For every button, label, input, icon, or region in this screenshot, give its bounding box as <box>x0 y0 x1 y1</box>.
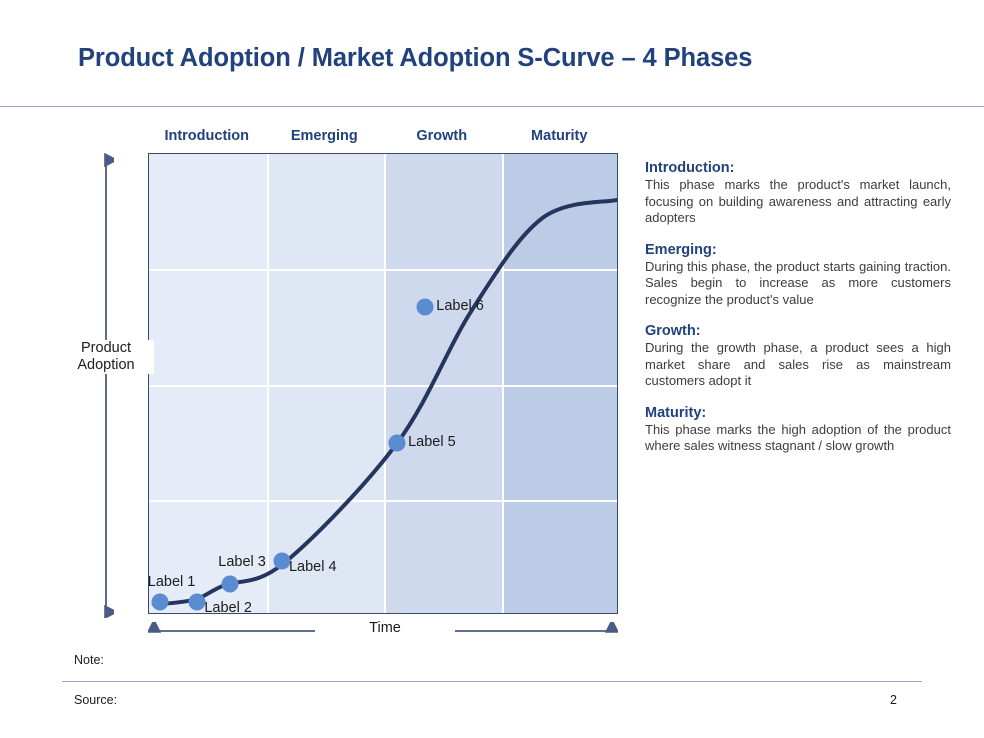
description-block: Introduction: This phase marks the produc… <box>645 160 951 227</box>
adoption-curve <box>149 154 617 613</box>
gridline-vertical <box>384 154 386 613</box>
phase-header-introduction: Introduction <box>164 128 250 144</box>
data-point-marker <box>273 552 291 570</box>
description-block: Maturity: This phase marks the high adopt… <box>645 405 951 455</box>
data-point-marker <box>416 298 434 316</box>
x-axis-label: Time <box>315 620 455 636</box>
data-point-marker <box>151 593 169 611</box>
page-number: 2 <box>890 693 897 707</box>
data-point-marker <box>188 593 206 611</box>
data-point-label: Label 6 <box>436 298 484 315</box>
data-point-label: Label 5 <box>408 434 456 451</box>
source-label: Source: <box>74 693 118 707</box>
description-body: During this phase, the product starts ga… <box>645 258 951 307</box>
phase-header-emerging: Emerging <box>290 128 358 144</box>
description-body: During the growth phase, a product sees … <box>645 340 951 388</box>
gridline-horizontal <box>149 499 617 502</box>
y-axis-label-line1: Product <box>81 340 131 356</box>
gridline-horizontal <box>149 384 617 387</box>
phase-band-emerging <box>266 154 384 613</box>
data-point-label: Label 4 <box>288 558 337 575</box>
phase-band-growth <box>384 154 502 613</box>
y-axis-label: Product Adoption <box>58 340 154 374</box>
data-point-marker <box>221 575 239 593</box>
phase-band-maturity <box>501 154 617 613</box>
data-point-label: Label 2 <box>204 600 252 617</box>
phase-header-row: Introduction Emerging Growth Maturity <box>148 128 618 152</box>
gridline-vertical <box>501 154 504 613</box>
note-label: Note: <box>74 653 104 667</box>
phase-header-growth: Growth <box>416 128 468 144</box>
description-body: This phase marks the product's market la… <box>645 177 951 225</box>
data-point-marker <box>388 434 406 452</box>
s-curve-chart: Introduction Emerging Growth Maturity La… <box>0 110 640 670</box>
header-divider <box>0 106 984 107</box>
description-body: This phase marks the high adoption of th… <box>645 421 951 454</box>
page-title: Product Adoption / Market Adoption S-Cur… <box>78 44 753 72</box>
gridline-vertical <box>266 154 269 613</box>
description-block: Emerging: During this phase, the product … <box>645 242 951 309</box>
description-block: Growth: During the growth phase, a produc… <box>645 323 951 390</box>
description-heading: Introduction: <box>645 160 735 176</box>
footer-divider <box>62 681 922 682</box>
description-heading: Maturity: <box>645 404 707 421</box>
data-point-label: Label 1 <box>147 574 196 591</box>
phase-descriptions: Introduction: This phase marks the produc… <box>645 160 951 470</box>
description-heading: Emerging: <box>645 241 717 258</box>
y-axis-label-line2: Adoption <box>77 357 135 373</box>
plot-area <box>148 153 618 614</box>
y-axis-arrow <box>104 152 114 618</box>
description-heading: Growth: <box>645 323 701 339</box>
gridline-horizontal <box>149 269 617 272</box>
phase-header-maturity: Maturity <box>531 128 588 144</box>
phase-band-introduction <box>149 154 267 613</box>
data-point-label: Label 3 <box>218 554 266 571</box>
